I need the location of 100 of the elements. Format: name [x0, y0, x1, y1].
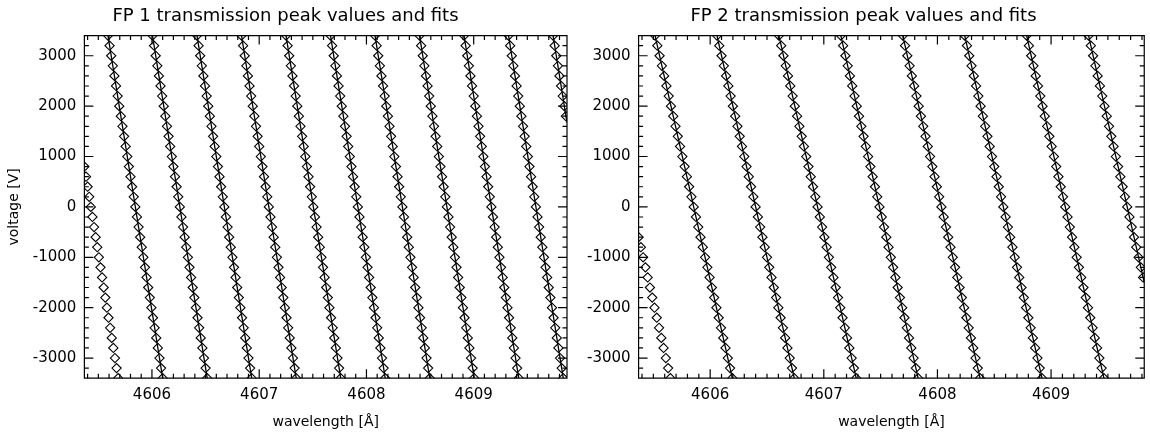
point: [716, 50, 727, 61]
point: [1087, 322, 1098, 333]
point: [343, 141, 354, 152]
point: [552, 60, 564, 71]
point: [101, 302, 113, 313]
point: [542, 272, 553, 283]
point: [115, 111, 126, 122]
point: [420, 70, 432, 82]
point: [711, 302, 722, 313]
point: [1092, 70, 1103, 82]
x-tick-label: 4606: [132, 385, 172, 404]
point: [428, 121, 440, 132]
point: [136, 242, 147, 253]
point: [550, 322, 561, 333]
point: [830, 282, 841, 293]
point: [410, 282, 421, 293]
point: [228, 262, 240, 273]
point: [810, 191, 821, 202]
point: [506, 50, 517, 61]
point: [755, 221, 766, 233]
point: [174, 201, 185, 213]
point: [1066, 231, 1078, 243]
point: [489, 221, 500, 233]
point: [335, 90, 346, 102]
point: [739, 151, 750, 162]
point: [328, 50, 339, 61]
point: [745, 181, 757, 192]
y-tick-label: -2000: [32, 297, 77, 316]
point: [100, 292, 111, 303]
point: [989, 161, 1000, 172]
point: [156, 90, 168, 102]
point: [732, 121, 743, 132]
point: [964, 50, 975, 61]
point: [911, 90, 922, 102]
point: [225, 242, 236, 253]
point: [454, 282, 465, 293]
point: [524, 161, 535, 172]
point: [286, 342, 297, 354]
point: [196, 60, 207, 71]
point: [986, 151, 998, 162]
point: [968, 70, 979, 82]
point: [1060, 201, 1071, 213]
point: [798, 141, 810, 152]
point: [894, 292, 906, 303]
point: [1030, 342, 1041, 354]
point: [467, 362, 478, 374]
point: [385, 131, 397, 142]
point: [330, 342, 342, 354]
point: [554, 70, 565, 82]
point: [1119, 191, 1131, 202]
point: [252, 131, 263, 142]
point: [945, 242, 956, 253]
point: [672, 131, 683, 142]
point: [279, 302, 291, 313]
point: [373, 332, 384, 344]
point: [860, 141, 871, 152]
point: [109, 70, 120, 82]
point: [402, 231, 413, 243]
point: [1014, 272, 1025, 283]
point: [956, 292, 968, 303]
point: [303, 171, 314, 182]
point: [217, 191, 228, 202]
point: [95, 262, 106, 273]
point: [151, 332, 162, 344]
point: [398, 211, 410, 223]
point: [110, 80, 122, 92]
point: [1005, 231, 1016, 243]
point: [326, 40, 338, 51]
point: [233, 292, 244, 303]
point: [899, 312, 910, 323]
point: [970, 352, 981, 364]
point: [150, 50, 161, 61]
point: [1128, 231, 1140, 243]
point: [190, 302, 202, 313]
point: [741, 161, 752, 172]
point: [881, 231, 892, 243]
point: [103, 312, 114, 323]
point: [324, 302, 335, 313]
point: [112, 90, 123, 102]
point: [465, 70, 476, 82]
point: [785, 80, 796, 92]
point: [750, 201, 761, 213]
point: [185, 272, 197, 283]
point: [425, 100, 436, 112]
point: [835, 302, 846, 313]
point: [904, 60, 915, 71]
point: [1096, 362, 1107, 374]
point: [468, 90, 479, 102]
x-tick-label: 4609: [454, 385, 493, 404]
point: [390, 161, 402, 172]
point: [920, 131, 931, 142]
point: [1103, 121, 1115, 132]
point: [840, 50, 851, 61]
point: [660, 352, 672, 364]
point: [239, 50, 250, 61]
point: [416, 322, 427, 333]
point: [549, 40, 560, 51]
point: [141, 272, 152, 283]
point: [314, 242, 325, 253]
point: [823, 252, 835, 263]
